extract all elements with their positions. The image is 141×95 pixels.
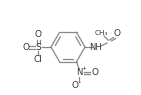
Text: O: O <box>91 68 98 77</box>
Text: CH₃: CH₃ <box>94 30 108 36</box>
Text: +: + <box>81 66 86 71</box>
Text: O: O <box>23 42 29 51</box>
Text: S: S <box>35 42 41 51</box>
Text: O: O <box>71 81 78 90</box>
Text: NH: NH <box>90 42 102 51</box>
Text: O: O <box>35 30 41 39</box>
Text: O: O <box>114 28 121 38</box>
Text: -: - <box>79 80 81 85</box>
Text: N: N <box>76 68 83 77</box>
Text: Cl: Cl <box>34 55 42 63</box>
